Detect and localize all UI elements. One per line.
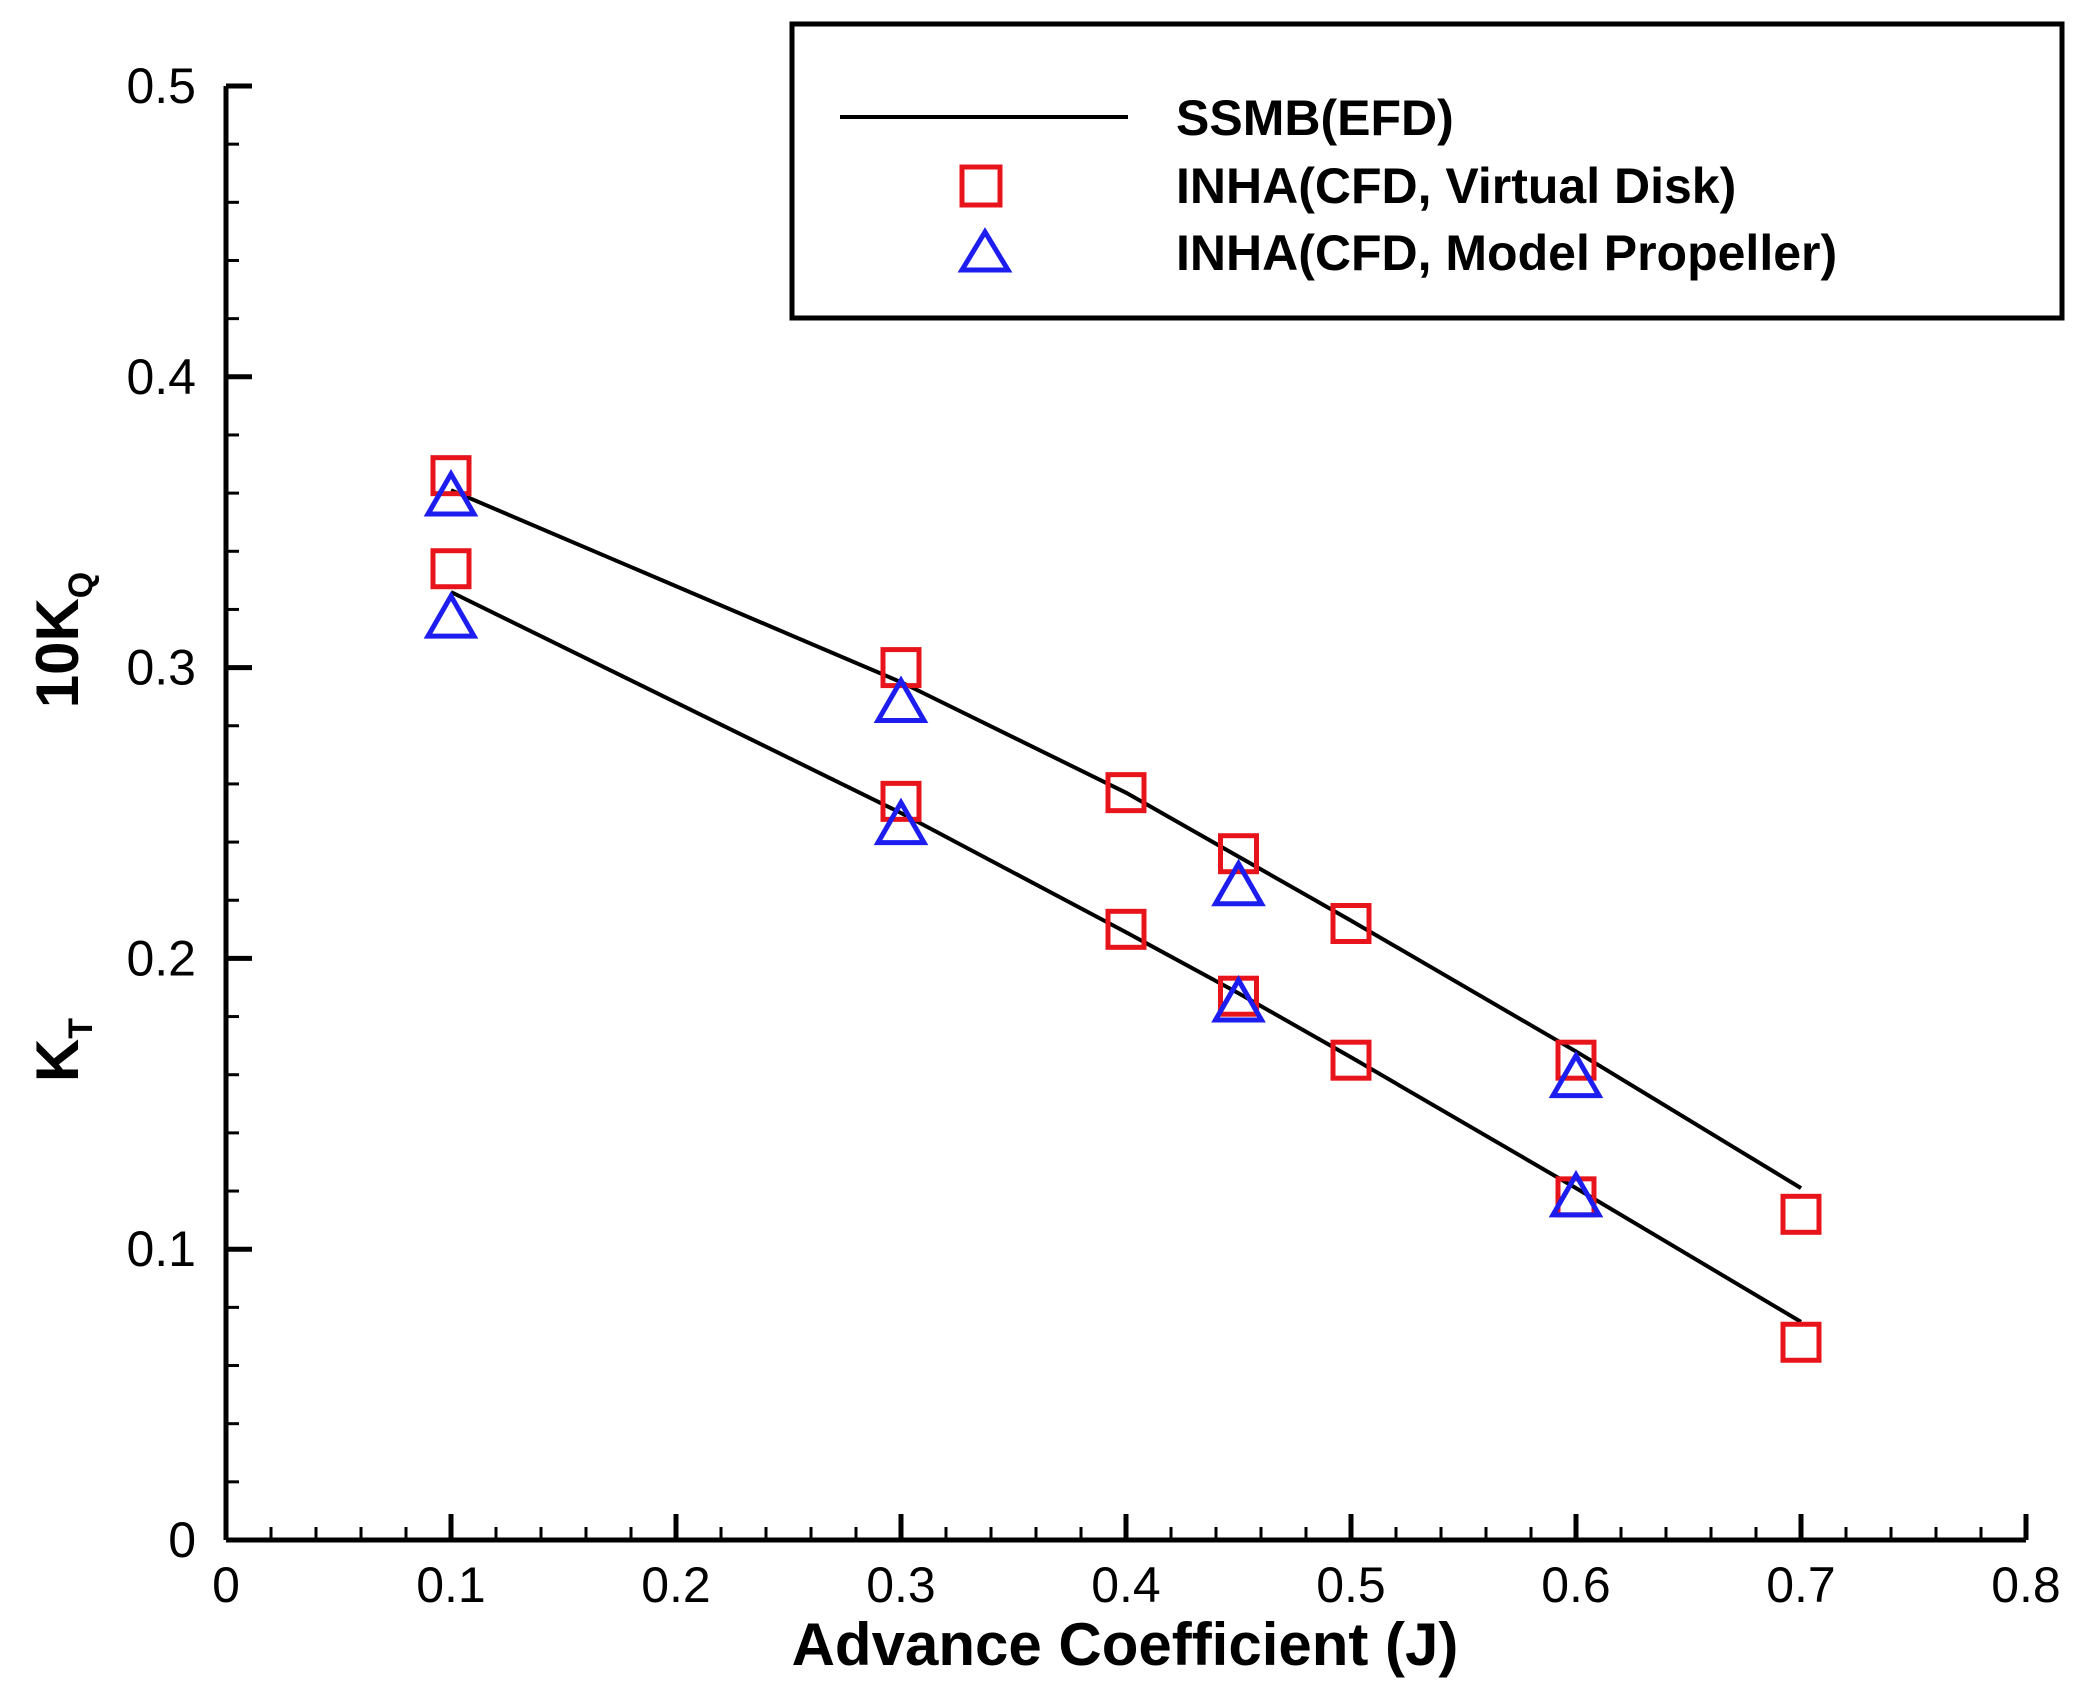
x-tick-label: 0.5 (1316, 1557, 1386, 1613)
model-propeller-marker (423, 591, 479, 639)
x-tick-label: 0 (212, 1557, 240, 1613)
legend: SSMB(EFD) INHA(CFD, Virtual Disk) INHA(C… (789, 21, 2065, 321)
y-axis-title-lower: KT (24, 1018, 100, 1082)
x-axis-title: Advance Coefficient (J) (792, 1611, 1459, 1678)
model-propeller-marker (1548, 1050, 1604, 1099)
virtual-disk-marker (1330, 1039, 1372, 1081)
virtual-disk-marker (430, 548, 472, 590)
virtual-disk-marker (1218, 833, 1259, 875)
y-axis-title-upper: 10KQ (24, 572, 100, 709)
y-tick-label: 0 (168, 1512, 196, 1568)
model-propeller-marker (1211, 975, 1266, 1023)
virtual-disk-marker (1105, 908, 1147, 950)
virtual-disk-marker (1105, 772, 1147, 814)
virtual-disk-marker (1555, 1039, 1597, 1081)
legend-marker-model-propeller (957, 227, 1013, 273)
y-axis-title-upper-sub: Q (62, 572, 100, 598)
x-tick-label: 0.8 (1991, 1557, 2061, 1613)
efd-line-10kq (450, 488, 1803, 1190)
x-tick-label: 0.2 (641, 1557, 711, 1613)
x-tick-label: 0.3 (866, 1557, 936, 1613)
model-propeller-marker (873, 675, 929, 723)
legend-label-model-propeller: INHA(CFD, Model Propeller) (1176, 225, 1837, 281)
legend-label-virtual-disk: INHA(CFD, Virtual Disk) (1176, 158, 1736, 214)
x-tick-label: 0.7 (1766, 1557, 1836, 1613)
x-tick-labels: 0 0.1 0.2 0.3 0.4 0.5 0.6 0.7 0.8 (212, 1557, 2061, 1613)
series-markers (423, 455, 1822, 1363)
svg-text:10KQ: 10KQ (24, 572, 100, 709)
model-propeller-marker (1548, 1169, 1604, 1218)
y-tick-label: 0.1 (126, 1221, 196, 1277)
virtual-disk-marker (880, 780, 922, 822)
y-axis-title-lower-main: K (24, 1039, 91, 1082)
legend-marker-virtual-disk (959, 164, 1003, 208)
y-tick-labels: 0 0.1 0.2 0.3 0.4 0.5 (126, 58, 196, 1568)
y-tick-label: 0.5 (126, 58, 196, 114)
virtual-disk-marker (1780, 1321, 1822, 1363)
legend-box (789, 21, 2065, 321)
x-tick-label: 0.4 (1091, 1557, 1161, 1613)
svg-text:KT: KT (24, 1018, 100, 1082)
virtual-disk-marker (1330, 903, 1372, 945)
y-tick-label: 0.3 (126, 640, 196, 696)
virtual-disk-marker (1780, 1193, 1822, 1235)
efd-line-kt (450, 590, 1803, 1324)
legend-label-ssmb: SSMB(EFD) (1176, 90, 1454, 146)
x-tick-label: 0.1 (416, 1557, 486, 1613)
model-propeller-marker (873, 797, 929, 846)
virtual-disk-marker (430, 455, 472, 497)
series-lines (450, 488, 1803, 1324)
y-tick-label: 0.2 (126, 930, 196, 986)
axes (223, 86, 2026, 1543)
y-tick-label: 0.4 (126, 349, 196, 405)
y-axis-title-upper-main: 10K (24, 598, 91, 708)
y-axis-title-lower-sub: T (62, 1018, 100, 1039)
model-propeller-marker (1211, 858, 1266, 907)
x-tick-label: 0.6 (1541, 1557, 1611, 1613)
virtual-disk-marker (880, 647, 922, 689)
model-propeller-marker (423, 469, 479, 517)
